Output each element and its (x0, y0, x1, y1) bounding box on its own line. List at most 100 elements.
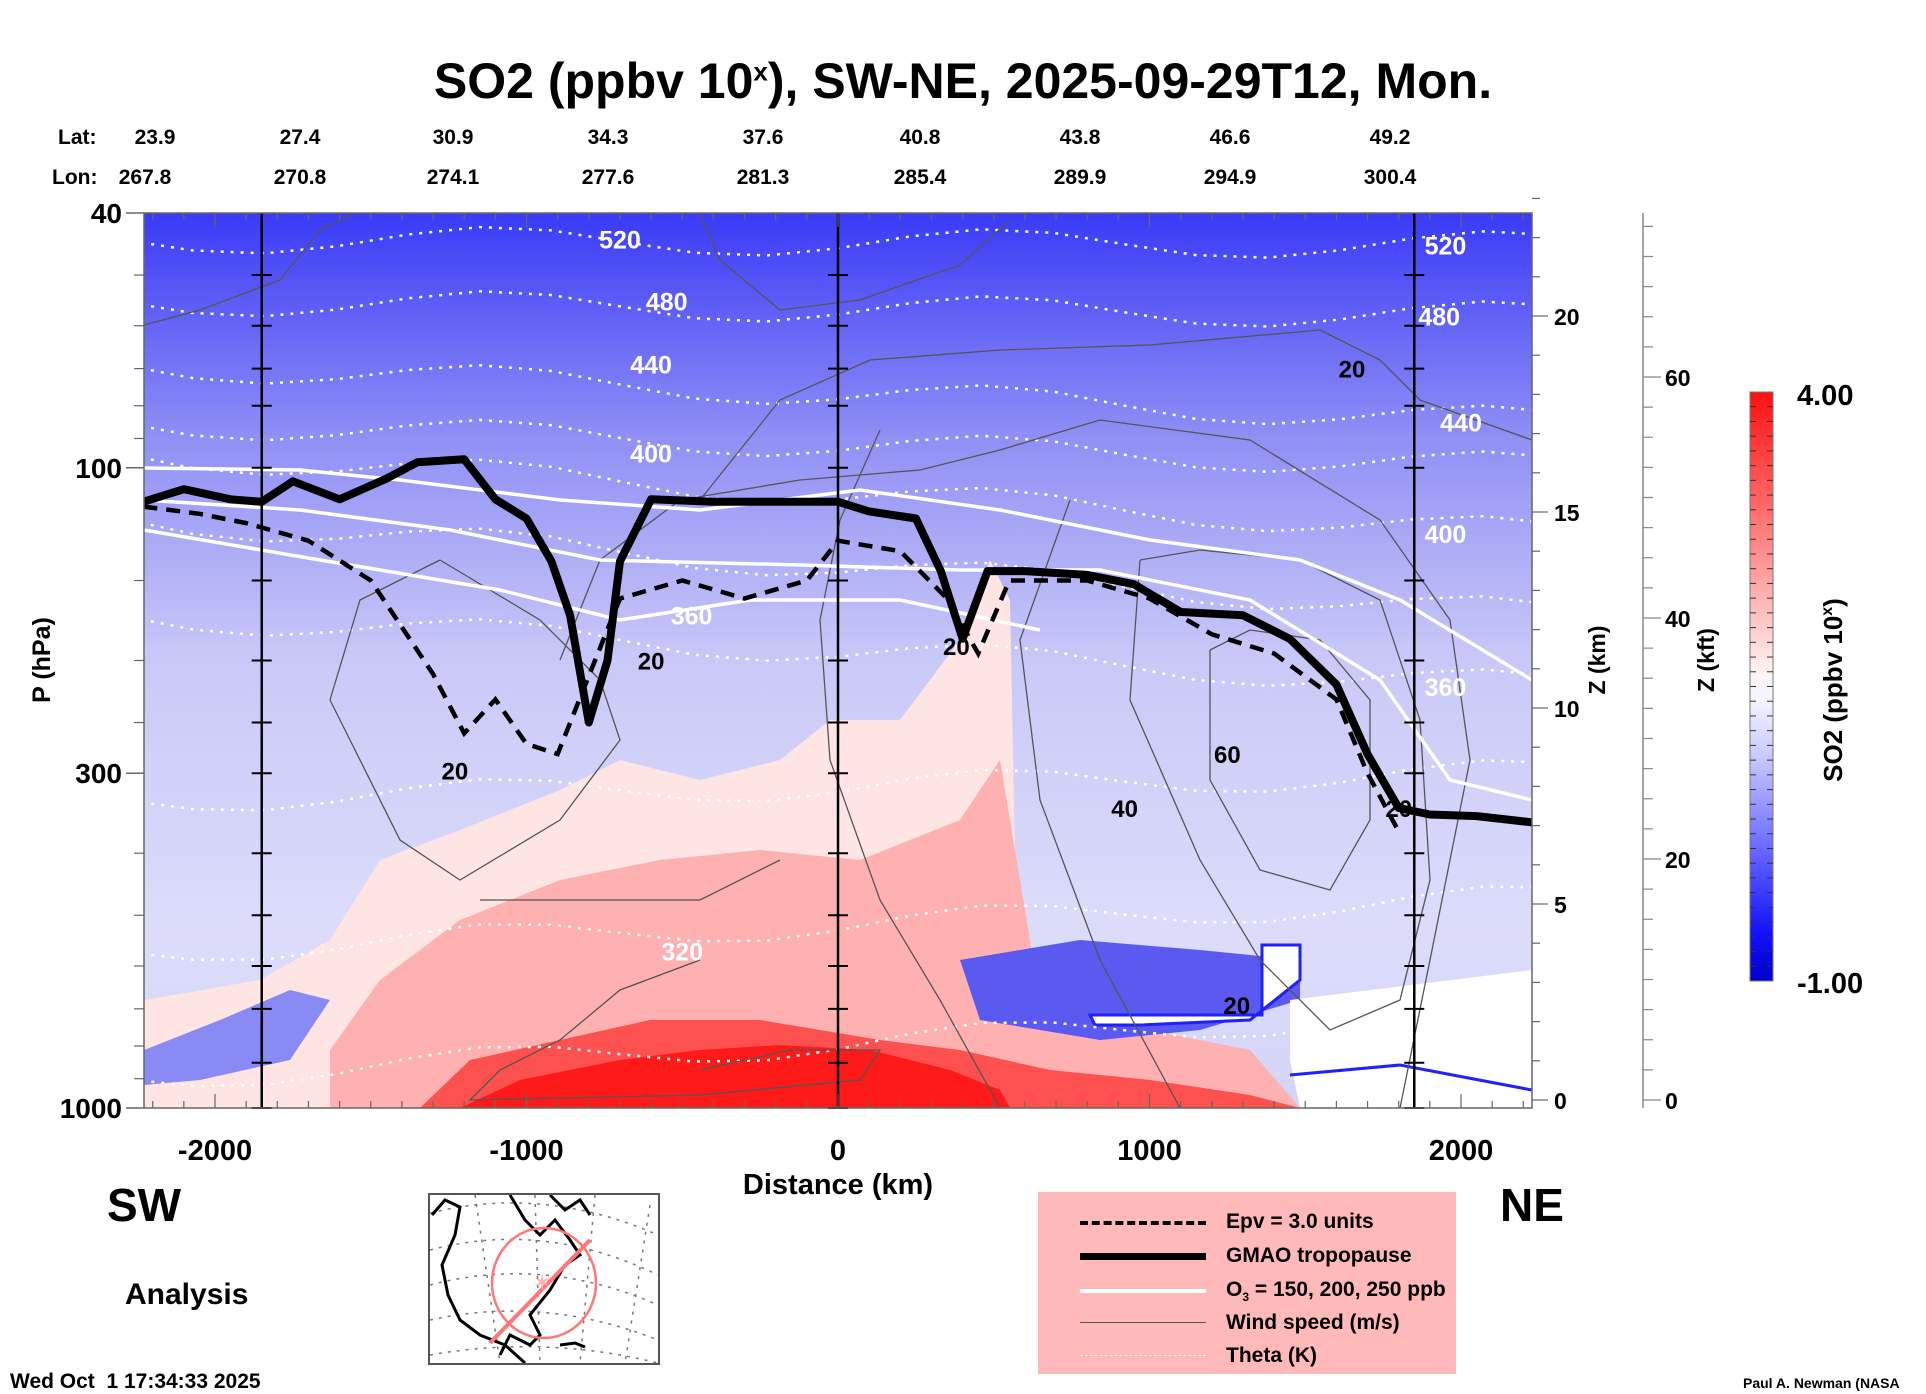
wind-speed-contour-line (480, 859, 781, 901)
legend-swatch-dashed (1080, 1221, 1206, 1225)
lon-value: 274.1 (426, 166, 480, 189)
z-km-tick-label: 10 (1554, 696, 1580, 722)
z-km-tick-label: 15 (1554, 500, 1580, 526)
y-axis-z-kft: 0 20 40 60 (1642, 213, 1691, 1114)
lat-value: 46.6 (1209, 126, 1251, 149)
theta-contour-line (144, 522, 1532, 611)
legend: Epv = 3.0 units GMAO tropopause O3 = 150… (1038, 1192, 1456, 1374)
lat-value: 30.9 (432, 126, 474, 149)
wind-speed-label: 40 (1111, 796, 1138, 823)
wind-speed-label: 60 (1214, 742, 1241, 769)
epv-contour (144, 504, 1401, 833)
lat-value: 34.3 (587, 126, 629, 149)
theta-label: 320 (661, 939, 703, 967)
lon-value: 277.6 (581, 166, 635, 189)
y-tick-label: 300 (75, 758, 122, 789)
wind-speed-contour-line (144, 213, 356, 326)
lon-label: Lon: (52, 166, 98, 189)
wind-speed-labels: 20 20 20 40 60 20 20 20 (442, 357, 1413, 1020)
z-kft-axis-label: Z (kft) (1693, 628, 1719, 692)
theta-label: 360 (671, 602, 713, 630)
wind-speed-contour-line (329, 559, 621, 881)
wind-speed-label: 20 (1223, 993, 1250, 1020)
z-kft-tick-label: 20 (1665, 847, 1691, 873)
legend-swatch-thick (1080, 1253, 1206, 1260)
x-axis-label: Distance (km) (743, 1169, 933, 1201)
colorbar-ticks (1750, 406, 1773, 967)
z-km-axis-label: Z (km) (1584, 626, 1610, 695)
so2-missing-ne-corner (1290, 970, 1532, 1108)
lon-value: 289.9 (1053, 166, 1107, 189)
credit-label: Paul A. Newman (NASA (1743, 1375, 1900, 1391)
y-tick-label: 1000 (60, 1093, 122, 1124)
inset-map-svg: ✶ (429, 1193, 659, 1365)
x-tick-label: -1000 (489, 1135, 563, 1167)
z-kft-tick-label: 40 (1665, 606, 1691, 632)
map-section-track (488, 1238, 592, 1345)
lon-value: 300.4 (1363, 166, 1417, 189)
sw-direction-label: SW (107, 1179, 182, 1231)
wind-speed-label: 20 (442, 758, 469, 785)
z-km-tick-label: 20 (1554, 304, 1580, 330)
x-tick-label: 1000 (1117, 1135, 1182, 1167)
wind-speed-label: 20 (1385, 796, 1412, 823)
legend-label-tropopause: GMAO tropopause (1226, 1244, 1412, 1267)
colorbar-min-label: -1.00 (1797, 968, 1863, 1000)
legend-label-theta: Theta (K) (1226, 1344, 1317, 1367)
lat-value: 40.8 (899, 126, 941, 149)
tropopause-line (144, 455, 1532, 827)
lon-value: 285.4 (893, 166, 947, 189)
lat-value: 37.6 (742, 126, 784, 149)
so2-negative-sw (144, 990, 330, 1085)
theta-label: 520 (599, 227, 641, 255)
wind-speed-label: 20 (638, 649, 665, 676)
colorbar-max-label: 4.00 (1797, 380, 1853, 412)
lon-value: 270.8 (273, 166, 327, 189)
wind-speed-contour-line (699, 329, 1532, 501)
epv-dashed-line (144, 504, 1401, 833)
x-tick-label: 0 (830, 1135, 846, 1167)
legend-item-ozone: O3 = 150, 200, 250 ppb (1038, 1276, 1456, 1304)
timestamp: Wed Oct 1 17:34:33 2025 (10, 1370, 261, 1393)
ne-direction-label: NE (1500, 1179, 1564, 1231)
lon-value: 267.8 (118, 166, 172, 189)
so2-missing-edge (1289, 1063, 1532, 1092)
legend-label-wind: Wind speed (m/s) (1226, 1311, 1400, 1334)
ozone-contour-line (144, 498, 1532, 802)
theta-label: 400 (630, 441, 672, 469)
x-tick-label: -2000 (178, 1135, 252, 1167)
theta-label: 480 (1418, 303, 1460, 331)
legend-item-theta: Theta (K) (1038, 1342, 1456, 1370)
lat-value: 49.2 (1369, 126, 1411, 149)
wind-speed-contour-line (819, 429, 1001, 1108)
y-tick-label: 100 (75, 453, 122, 484)
colorbar: 4.00 -1.00 SO2 (ppbv 10x) (1749, 380, 1863, 1000)
legend-item-epv: Epv = 3.0 units (1038, 1208, 1456, 1236)
y-axis-z-km: 0 5 10 15 20 (1532, 197, 1580, 1114)
x-tick-label: 2000 (1429, 1135, 1494, 1167)
legend-swatch-dotted (1080, 1355, 1206, 1356)
ozone-contours (144, 466, 1532, 802)
analysis-label: Analysis (125, 1278, 249, 1311)
theta-labels: 520 480 440 400 360 320 520 480 440 400 360 (599, 227, 1482, 967)
lat-value: 23.9 (134, 126, 176, 149)
map-range-circle (490, 1226, 598, 1340)
map-center-star-icon: ✶ (533, 1271, 551, 1296)
wind-speed-contour-line (699, 213, 1011, 311)
legend-swatch-thin (1080, 1322, 1206, 1323)
map-caribbean (559, 1341, 586, 1349)
ozone-contour-line (144, 528, 1041, 632)
lat-value: 27.4 (279, 126, 321, 149)
colorbar-label: SO2 (ppbv 10x) (1818, 598, 1848, 782)
legend-item-tropopause: GMAO tropopause (1038, 1242, 1456, 1270)
ozone-contour-line (144, 466, 1532, 682)
legend-item-wind: Wind speed (m/s) (1038, 1309, 1456, 1337)
x-axis: -2000 -1000 0 1000 2000 (152, 213, 1524, 1167)
lon-value: 281.3 (736, 166, 790, 189)
y-axis-label: P (hPa) (28, 617, 56, 703)
wind-speed-label: 20 (943, 634, 970, 661)
theta-label: 480 (646, 289, 688, 317)
legend-label-epv: Epv = 3.0 units (1226, 1210, 1374, 1233)
theta-label: 400 (1425, 521, 1467, 549)
